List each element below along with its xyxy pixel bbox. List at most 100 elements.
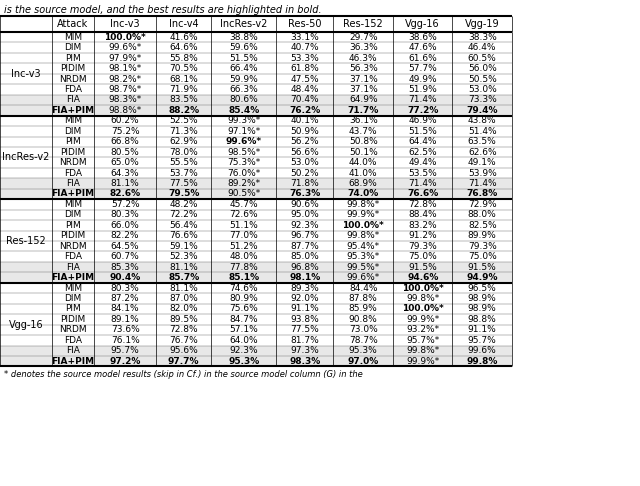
- Text: 92.3%: 92.3%: [230, 346, 258, 355]
- Text: 51.9%: 51.9%: [408, 85, 437, 94]
- Text: 99.3%*: 99.3%*: [227, 116, 260, 125]
- Text: 82.5%: 82.5%: [468, 221, 497, 230]
- Text: PIM: PIM: [65, 137, 81, 146]
- Text: 57.7%: 57.7%: [408, 64, 437, 73]
- Text: 76.0%*: 76.0%*: [227, 169, 260, 177]
- Text: Inc-v3: Inc-v3: [110, 19, 140, 29]
- Text: 85.9%: 85.9%: [349, 304, 378, 313]
- Text: 52.3%: 52.3%: [170, 252, 198, 261]
- Text: 43.7%: 43.7%: [349, 127, 378, 136]
- Text: 72.8%: 72.8%: [170, 325, 198, 334]
- Text: FIA+PIM: FIA+PIM: [51, 190, 95, 198]
- Text: PIM: PIM: [65, 304, 81, 313]
- Text: 59.9%: 59.9%: [230, 74, 258, 84]
- Text: Inc-v4: Inc-v4: [169, 19, 198, 29]
- Text: 50.9%: 50.9%: [291, 127, 319, 136]
- Bar: [0, 178, 512, 189]
- Text: 61.6%: 61.6%: [408, 53, 437, 63]
- Text: NRDM: NRDM: [59, 158, 87, 167]
- Text: 97.1%*: 97.1%*: [227, 127, 260, 136]
- Text: 99.6%: 99.6%: [468, 346, 497, 355]
- Text: MIM: MIM: [64, 33, 82, 42]
- Text: 87.7%: 87.7%: [291, 242, 319, 251]
- Text: Res-152: Res-152: [343, 19, 383, 29]
- Text: 79.5%: 79.5%: [168, 190, 200, 198]
- Text: 89.2%*: 89.2%*: [227, 179, 260, 188]
- Text: 66.0%: 66.0%: [111, 221, 140, 230]
- Text: 97.2%: 97.2%: [109, 357, 141, 365]
- Text: 64.0%: 64.0%: [230, 336, 258, 345]
- Text: 61.8%: 61.8%: [291, 64, 319, 73]
- Text: 38.6%: 38.6%: [408, 33, 437, 42]
- Text: 65.0%: 65.0%: [111, 158, 140, 167]
- Text: 90.4%: 90.4%: [109, 273, 141, 282]
- Text: 99.9%*: 99.9%*: [347, 210, 380, 219]
- Text: 100.0%*: 100.0%*: [104, 33, 146, 42]
- Text: FDA: FDA: [64, 169, 82, 177]
- Text: 75.6%: 75.6%: [230, 304, 258, 313]
- Text: 89.3%: 89.3%: [291, 283, 319, 293]
- Bar: [0, 346, 512, 356]
- Text: 84.7%: 84.7%: [230, 315, 258, 324]
- Text: 53.5%: 53.5%: [408, 169, 437, 177]
- Text: 93.8%: 93.8%: [291, 315, 319, 324]
- Text: Res-50: Res-50: [288, 19, 322, 29]
- Text: 73.6%: 73.6%: [111, 325, 140, 334]
- Text: 76.6%: 76.6%: [407, 190, 438, 198]
- Text: 62.6%: 62.6%: [468, 148, 497, 156]
- Text: Inc-v3: Inc-v3: [11, 69, 41, 79]
- Text: 80.3%: 80.3%: [111, 283, 140, 293]
- Text: 81.1%: 81.1%: [170, 283, 198, 293]
- Text: FIA+PIM: FIA+PIM: [51, 273, 95, 282]
- Text: 77.5%: 77.5%: [170, 179, 198, 188]
- Text: PIM: PIM: [65, 221, 81, 230]
- Text: 97.3%: 97.3%: [291, 346, 319, 355]
- Text: 46.3%: 46.3%: [349, 53, 378, 63]
- Text: 94.6%: 94.6%: [407, 273, 438, 282]
- Text: 98.5%*: 98.5%*: [227, 148, 260, 156]
- Text: 82.6%: 82.6%: [109, 190, 141, 198]
- Text: 48.2%: 48.2%: [170, 200, 198, 209]
- Text: 48.0%: 48.0%: [230, 252, 258, 261]
- Text: 36.1%: 36.1%: [349, 116, 378, 125]
- Text: 62.9%: 62.9%: [170, 137, 198, 146]
- Text: 85.4%: 85.4%: [228, 106, 259, 115]
- Text: 95.0%: 95.0%: [291, 210, 319, 219]
- Text: 52.5%: 52.5%: [170, 116, 198, 125]
- Text: 90.5%*: 90.5%*: [227, 190, 260, 198]
- Text: 37.1%: 37.1%: [349, 74, 378, 84]
- Text: 53.0%: 53.0%: [468, 85, 497, 94]
- Text: 70.5%: 70.5%: [170, 64, 198, 73]
- Text: MIM: MIM: [64, 283, 82, 293]
- Text: 70.4%: 70.4%: [291, 95, 319, 104]
- Text: 49.9%: 49.9%: [408, 74, 437, 84]
- Text: 85.1%: 85.1%: [228, 273, 259, 282]
- Text: NRDM: NRDM: [59, 325, 87, 334]
- Text: Vgg-19: Vgg-19: [465, 19, 500, 29]
- Text: 49.4%: 49.4%: [408, 158, 437, 167]
- Text: 98.9%: 98.9%: [468, 294, 497, 303]
- Text: 95.3%: 95.3%: [228, 357, 259, 365]
- Text: 55.5%: 55.5%: [170, 158, 198, 167]
- Text: DIM: DIM: [65, 43, 81, 52]
- Text: 71.9%: 71.9%: [170, 85, 198, 94]
- Text: 95.6%: 95.6%: [170, 346, 198, 355]
- Text: DIM: DIM: [65, 127, 81, 136]
- Text: 71.4%: 71.4%: [408, 179, 437, 188]
- Text: Vgg-16: Vgg-16: [8, 320, 44, 330]
- Text: 46.4%: 46.4%: [468, 43, 497, 52]
- Text: 96.5%: 96.5%: [468, 283, 497, 293]
- Text: 91.5%: 91.5%: [468, 262, 497, 272]
- Text: 99.8%*: 99.8%*: [347, 200, 380, 209]
- Text: 84.4%: 84.4%: [349, 283, 378, 293]
- Text: 91.1%: 91.1%: [468, 325, 497, 334]
- Text: FIA: FIA: [66, 95, 80, 104]
- Text: 50.5%: 50.5%: [468, 74, 497, 84]
- Text: 98.2%*: 98.2%*: [109, 74, 141, 84]
- Text: 76.6%: 76.6%: [170, 231, 198, 240]
- Text: 51.4%: 51.4%: [468, 127, 497, 136]
- Text: PIDIM: PIDIM: [60, 231, 86, 240]
- Text: 49.1%: 49.1%: [468, 158, 497, 167]
- Text: 76.2%: 76.2%: [289, 106, 321, 115]
- Text: 50.2%: 50.2%: [291, 169, 319, 177]
